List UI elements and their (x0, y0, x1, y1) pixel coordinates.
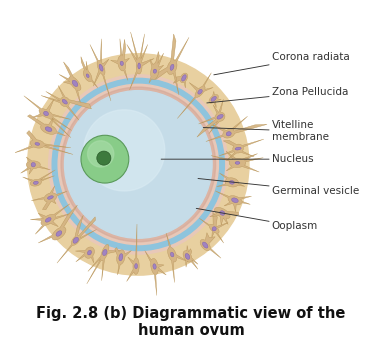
Polygon shape (24, 96, 71, 138)
Circle shape (61, 87, 215, 242)
Ellipse shape (211, 96, 216, 101)
Ellipse shape (181, 75, 186, 81)
Ellipse shape (56, 231, 62, 236)
Ellipse shape (231, 198, 238, 203)
Text: Zona Pellucida: Zona Pellucida (207, 87, 348, 103)
Polygon shape (211, 151, 263, 172)
Ellipse shape (134, 263, 138, 268)
Ellipse shape (185, 253, 190, 260)
Ellipse shape (153, 69, 157, 73)
Polygon shape (183, 246, 198, 269)
Ellipse shape (119, 253, 123, 261)
Polygon shape (149, 51, 164, 83)
Polygon shape (210, 207, 239, 225)
Ellipse shape (212, 227, 216, 231)
Polygon shape (23, 170, 55, 186)
Polygon shape (31, 186, 67, 210)
Polygon shape (199, 212, 228, 243)
Polygon shape (75, 247, 94, 263)
Polygon shape (215, 191, 251, 212)
Polygon shape (21, 157, 50, 174)
Ellipse shape (102, 250, 107, 256)
Ellipse shape (87, 250, 91, 255)
Ellipse shape (170, 252, 174, 257)
Polygon shape (127, 32, 154, 90)
Circle shape (84, 110, 165, 191)
Ellipse shape (153, 264, 156, 269)
Polygon shape (81, 57, 98, 88)
Ellipse shape (31, 162, 36, 167)
Polygon shape (197, 99, 225, 137)
Circle shape (52, 78, 224, 251)
Polygon shape (115, 247, 131, 275)
Ellipse shape (138, 63, 141, 69)
Text: Fig. 2.8 (b) Diagrammatic view of the
human ovum: Fig. 2.8 (b) Diagrammatic view of the hu… (36, 306, 346, 338)
Ellipse shape (33, 181, 38, 185)
Polygon shape (173, 73, 188, 88)
Polygon shape (41, 85, 91, 120)
Polygon shape (14, 131, 73, 155)
Polygon shape (145, 251, 166, 296)
Ellipse shape (99, 64, 103, 71)
Polygon shape (152, 34, 189, 95)
Circle shape (28, 54, 249, 275)
Polygon shape (90, 39, 111, 101)
Circle shape (58, 84, 219, 245)
Polygon shape (59, 62, 81, 105)
Text: Nucleus: Nucleus (161, 154, 314, 164)
Ellipse shape (235, 147, 241, 150)
Polygon shape (126, 224, 139, 281)
Polygon shape (30, 204, 73, 234)
Circle shape (97, 151, 111, 165)
Text: Corona radiata: Corona radiata (214, 52, 350, 75)
Ellipse shape (35, 142, 40, 145)
Text: Germinal vesicle: Germinal vesicle (198, 178, 359, 196)
Polygon shape (28, 115, 66, 136)
Polygon shape (217, 173, 245, 187)
Text: Vitelline
membrane: Vitelline membrane (203, 120, 329, 142)
Polygon shape (38, 205, 78, 243)
Polygon shape (200, 233, 221, 258)
Ellipse shape (44, 111, 49, 116)
Ellipse shape (230, 181, 234, 184)
Ellipse shape (217, 114, 223, 119)
Text: Ooplasm: Ooplasm (196, 208, 318, 231)
Polygon shape (57, 215, 97, 263)
Ellipse shape (45, 217, 51, 222)
Ellipse shape (220, 211, 225, 215)
Ellipse shape (45, 127, 52, 131)
Ellipse shape (120, 61, 123, 66)
Polygon shape (206, 116, 267, 141)
Circle shape (65, 91, 212, 238)
Ellipse shape (62, 99, 67, 104)
Ellipse shape (202, 242, 208, 248)
Polygon shape (87, 245, 120, 284)
Circle shape (87, 141, 114, 167)
Ellipse shape (170, 64, 174, 70)
Ellipse shape (86, 74, 89, 77)
Polygon shape (209, 91, 221, 108)
Ellipse shape (72, 80, 78, 86)
Ellipse shape (235, 161, 240, 164)
Polygon shape (219, 139, 264, 160)
Ellipse shape (226, 132, 231, 136)
Ellipse shape (47, 196, 53, 199)
Ellipse shape (198, 89, 202, 94)
Polygon shape (177, 73, 213, 119)
Polygon shape (166, 233, 189, 282)
Ellipse shape (73, 237, 79, 243)
Circle shape (49, 75, 228, 254)
Polygon shape (111, 39, 129, 80)
Circle shape (81, 135, 129, 183)
